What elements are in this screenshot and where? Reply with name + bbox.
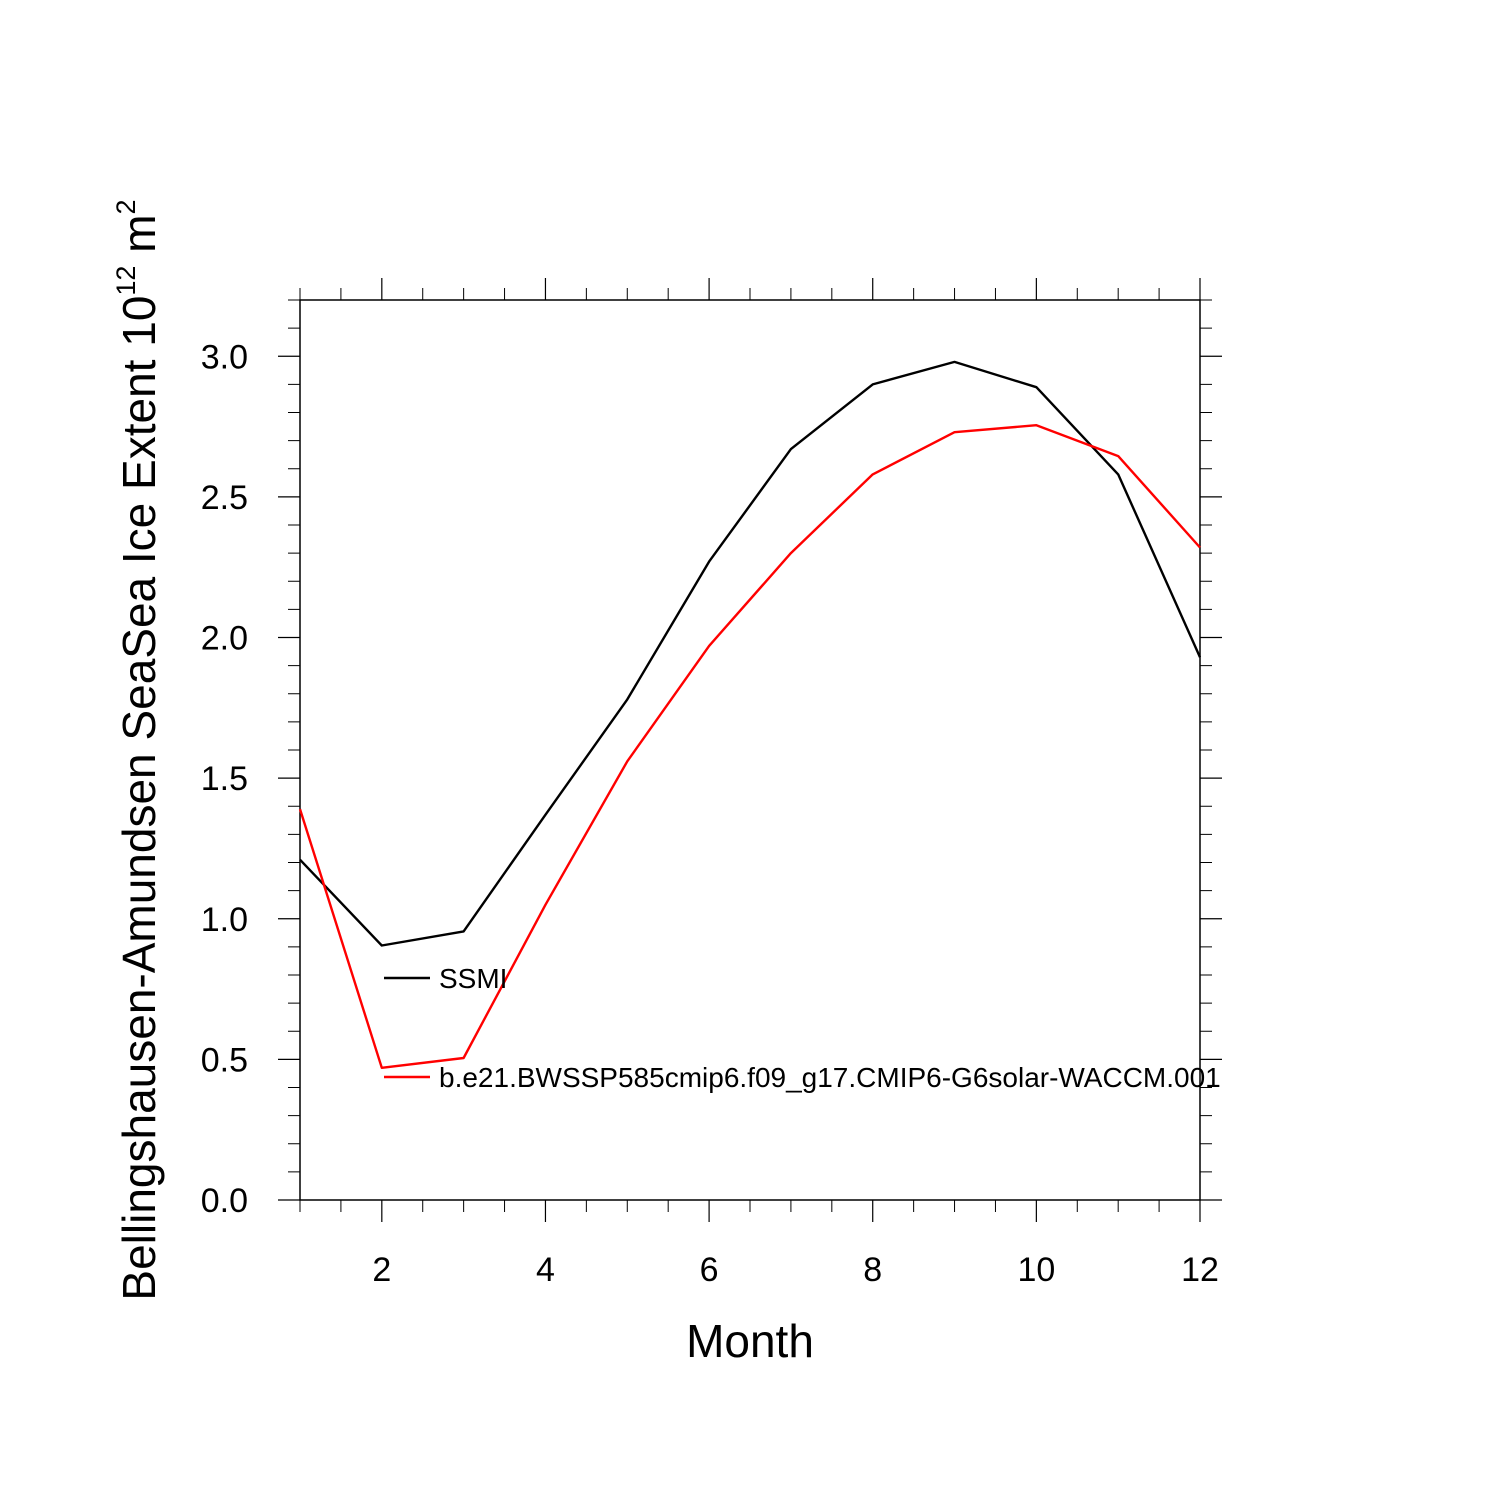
x-tick-label: 4 [536, 1251, 555, 1289]
y-tick-label: 2.5 [201, 479, 248, 517]
y-tick-label: 0.5 [201, 1041, 248, 1079]
y-axis-title-unit: m [113, 214, 165, 265]
y-axis-title: Bellingshausen-Amundsen SeaSea Ice Exten… [111, 199, 165, 1300]
y-axis-title-main: Bellingshausen-Amundsen SeaSea Ice Exten… [113, 296, 165, 1301]
x-tick-label: 10 [1017, 1251, 1055, 1289]
y-tick-label: 0.0 [201, 1182, 248, 1220]
x-tick-label: 8 [863, 1251, 882, 1289]
plot-frame: 0.0 0.5 1.0 1.5 2.0 2.5 3.0 2 4 6 8 10 12 [201, 278, 1222, 1289]
y-tick-label: 1.5 [201, 760, 248, 798]
series-line-1 [299, 360, 1202, 947]
y-tick-label: 3.0 [201, 338, 248, 376]
y-tick-label: 1.0 [201, 901, 248, 939]
series-line-2 [298, 424, 1201, 1070]
x-tick-label: 6 [700, 1251, 719, 1289]
legend: SSMI b.e21.BWSSP585cmip6.f09_g17.CMIP6-G6… [384, 963, 1221, 1093]
x-tick-label: 2 [372, 1251, 391, 1289]
y-axis-title-unit-exponent: 2 [111, 199, 141, 214]
y-tick-label: 2.0 [201, 620, 248, 658]
legend-entry-label: b.e21.BWSSP585cmip6.f09_g17.CMIP6-G6sola… [439, 1062, 1221, 1093]
y-axis-title-exponent: 12 [111, 266, 141, 296]
x-axis-title: Month [686, 1315, 814, 1367]
series-layer [298, 360, 1202, 1070]
legend-entry-label: SSMI [439, 963, 507, 994]
x-tick-label: 12 [1181, 1251, 1219, 1289]
